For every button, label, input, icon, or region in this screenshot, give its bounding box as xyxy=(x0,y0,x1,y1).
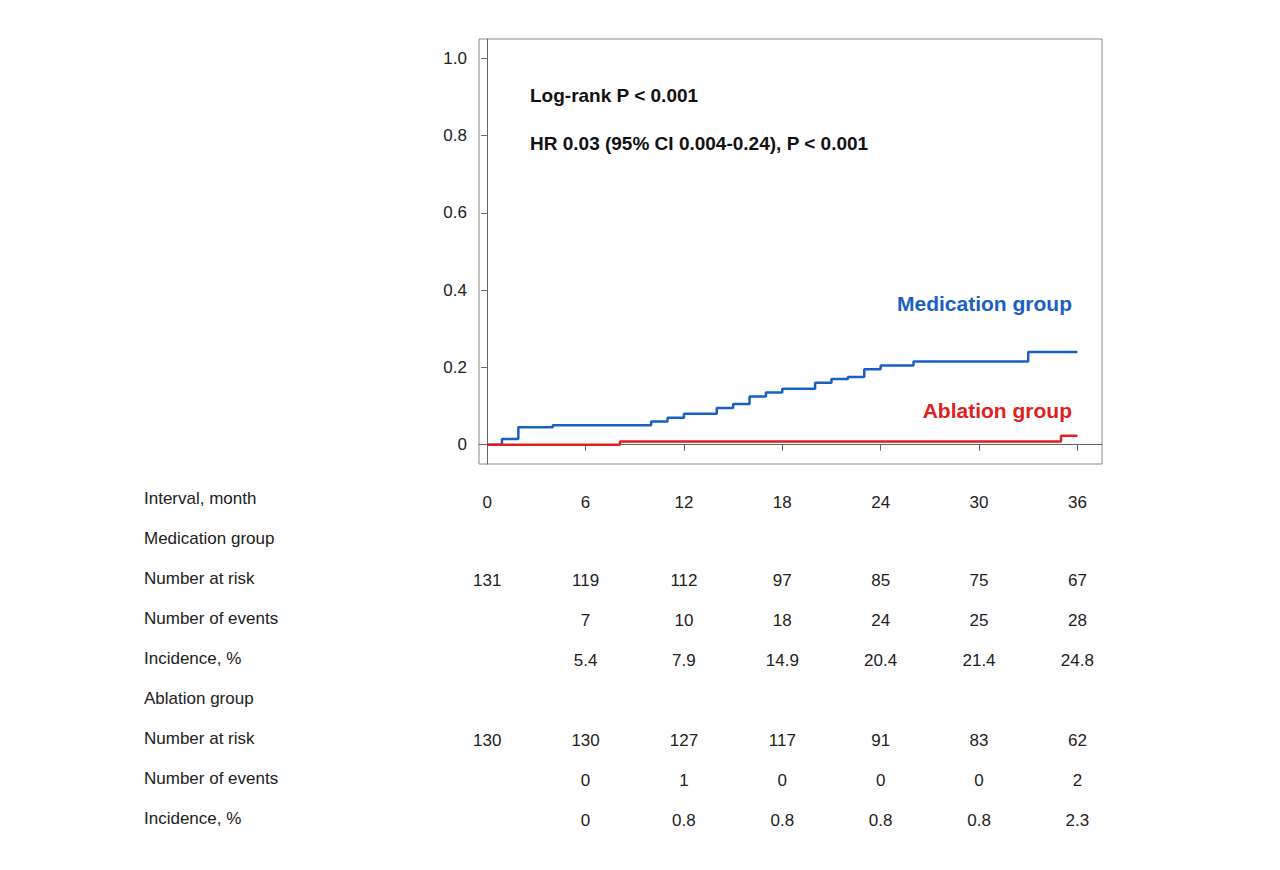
svg-text:Ablation group: Ablation group xyxy=(144,689,254,708)
svg-text:0.8: 0.8 xyxy=(443,126,467,145)
svg-text:0.8: 0.8 xyxy=(672,811,696,830)
svg-text:25: 25 xyxy=(970,611,989,630)
svg-text:36: 36 xyxy=(1068,493,1087,512)
svg-text:Medication group: Medication group xyxy=(897,292,1072,315)
svg-text:18: 18 xyxy=(773,611,792,630)
svg-text:Medication group: Medication group xyxy=(144,529,274,548)
svg-text:97: 97 xyxy=(773,571,792,590)
svg-text:0: 0 xyxy=(581,771,590,790)
svg-text:Number at risk: Number at risk xyxy=(144,569,255,588)
svg-text:0: 0 xyxy=(581,811,590,830)
svg-text:112: 112 xyxy=(670,571,697,590)
svg-text:28: 28 xyxy=(1068,611,1087,630)
svg-text:67: 67 xyxy=(1068,571,1087,590)
svg-text:130: 130 xyxy=(473,731,501,750)
svg-text:7: 7 xyxy=(581,611,590,630)
svg-text:0: 0 xyxy=(458,435,467,454)
svg-text:0.8: 0.8 xyxy=(869,811,893,830)
svg-text:1: 1 xyxy=(679,771,688,790)
svg-text:12: 12 xyxy=(674,493,693,512)
svg-text:20.4: 20.4 xyxy=(864,651,897,670)
svg-text:5.4: 5.4 xyxy=(574,651,598,670)
svg-text:24: 24 xyxy=(871,493,890,512)
svg-text:0: 0 xyxy=(974,771,983,790)
svg-text:Number of events: Number of events xyxy=(144,609,278,628)
svg-text:0.6: 0.6 xyxy=(443,203,467,222)
svg-text:30: 30 xyxy=(970,493,989,512)
svg-text:21.4: 21.4 xyxy=(962,651,995,670)
svg-text:0.8: 0.8 xyxy=(967,811,991,830)
svg-text:Log-rank P < 0.001: Log-rank P < 0.001 xyxy=(530,85,699,106)
svg-text:0.2: 0.2 xyxy=(443,358,467,377)
svg-text:75: 75 xyxy=(970,571,989,590)
svg-text:117: 117 xyxy=(769,731,796,750)
svg-text:2: 2 xyxy=(1073,771,1082,790)
svg-text:0: 0 xyxy=(482,493,491,512)
svg-text:0.8: 0.8 xyxy=(770,811,794,830)
svg-text:0: 0 xyxy=(778,771,787,790)
svg-text:14.9: 14.9 xyxy=(766,651,799,670)
svg-text:62: 62 xyxy=(1068,731,1087,750)
svg-text:18: 18 xyxy=(773,493,792,512)
svg-text:Interval, month: Interval, month xyxy=(144,489,256,508)
svg-text:91: 91 xyxy=(871,731,890,750)
svg-text:Incidence, %: Incidence, % xyxy=(144,649,241,668)
svg-text:130: 130 xyxy=(571,731,599,750)
svg-text:Number at risk: Number at risk xyxy=(144,729,255,748)
svg-text:83: 83 xyxy=(970,731,989,750)
svg-text:85: 85 xyxy=(871,571,890,590)
svg-text:Number of events: Number of events xyxy=(144,769,278,788)
svg-text:127: 127 xyxy=(670,731,698,750)
svg-text:131: 131 xyxy=(473,571,501,590)
svg-text:HR 0.03 (95% CI 0.004-0.24), P: HR 0.03 (95% CI 0.004-0.24), P < 0.001 xyxy=(530,133,869,154)
svg-text:1.0: 1.0 xyxy=(443,49,467,68)
svg-text:24: 24 xyxy=(871,611,890,630)
svg-text:10: 10 xyxy=(674,611,693,630)
svg-text:24.8: 24.8 xyxy=(1061,651,1094,670)
svg-text:0: 0 xyxy=(876,771,885,790)
svg-text:Ablation group: Ablation group xyxy=(923,399,1072,422)
svg-text:119: 119 xyxy=(572,571,599,590)
svg-text:7.9: 7.9 xyxy=(672,651,696,670)
svg-text:6: 6 xyxy=(581,493,590,512)
svg-text:0.4: 0.4 xyxy=(443,281,467,300)
svg-text:Incidence, %: Incidence, % xyxy=(144,809,241,828)
svg-text:2.3: 2.3 xyxy=(1066,811,1090,830)
